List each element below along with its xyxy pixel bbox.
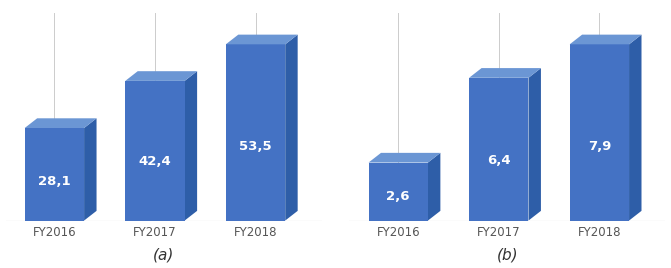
Text: 42,4: 42,4 [139, 155, 171, 168]
Polygon shape [469, 78, 529, 221]
Polygon shape [25, 128, 84, 221]
Polygon shape [185, 71, 197, 221]
X-axis label: (b): (b) [497, 247, 518, 262]
Text: 7,9: 7,9 [588, 140, 611, 153]
Polygon shape [125, 81, 185, 221]
Polygon shape [84, 118, 97, 221]
Polygon shape [368, 153, 440, 163]
Text: 28,1: 28,1 [38, 175, 70, 188]
Polygon shape [125, 71, 197, 81]
Polygon shape [428, 153, 440, 221]
Polygon shape [368, 163, 428, 221]
Polygon shape [570, 44, 629, 221]
Polygon shape [226, 35, 298, 44]
Polygon shape [285, 35, 298, 221]
Polygon shape [629, 35, 641, 221]
Polygon shape [529, 68, 541, 221]
X-axis label: (a): (a) [153, 247, 174, 262]
Polygon shape [469, 68, 541, 78]
Polygon shape [25, 118, 97, 128]
Text: 6,4: 6,4 [487, 154, 511, 167]
Text: 53,5: 53,5 [240, 140, 272, 153]
Polygon shape [570, 35, 641, 44]
Text: 2,6: 2,6 [386, 190, 410, 203]
Polygon shape [226, 44, 285, 221]
